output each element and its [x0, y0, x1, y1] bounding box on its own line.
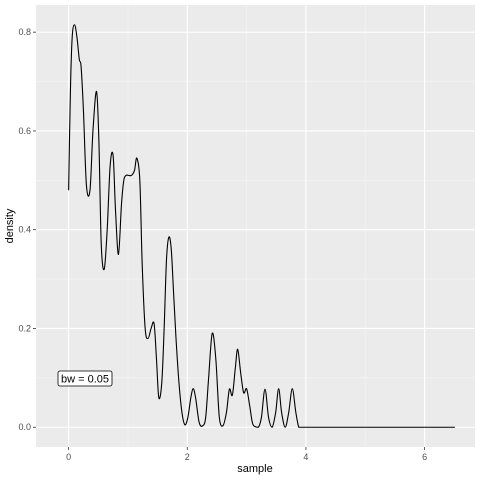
density-line — [68, 24, 455, 428]
y-tick-label: 0.2 — [18, 323, 31, 333]
x-axis: 0 2 4 6 — [66, 447, 427, 462]
annotation-layer: bw = 0.05 — [57, 370, 113, 387]
y-tick-label: 0.0 — [18, 422, 31, 432]
annotation-box — [57, 370, 113, 387]
y-axis: 0.0 0.2 0.4 0.6 0.8 — [18, 27, 36, 432]
x-tick-label: 6 — [422, 452, 427, 462]
y-tick-label: 0.4 — [18, 225, 31, 235]
x-axis-title: sample — [237, 463, 272, 475]
y-tick-label: 0.8 — [18, 27, 31, 37]
x-tick-label: 0 — [66, 452, 71, 462]
major-grid — [36, 5, 475, 447]
annotation-label: bw = 0.05 — [61, 374, 109, 386]
x-tick-label: 4 — [303, 452, 308, 462]
y-tick-label: 0.6 — [18, 126, 31, 136]
series-layer — [68, 24, 455, 428]
x-tick-label: 2 — [185, 452, 190, 462]
y-axis-title: density — [4, 208, 16, 243]
